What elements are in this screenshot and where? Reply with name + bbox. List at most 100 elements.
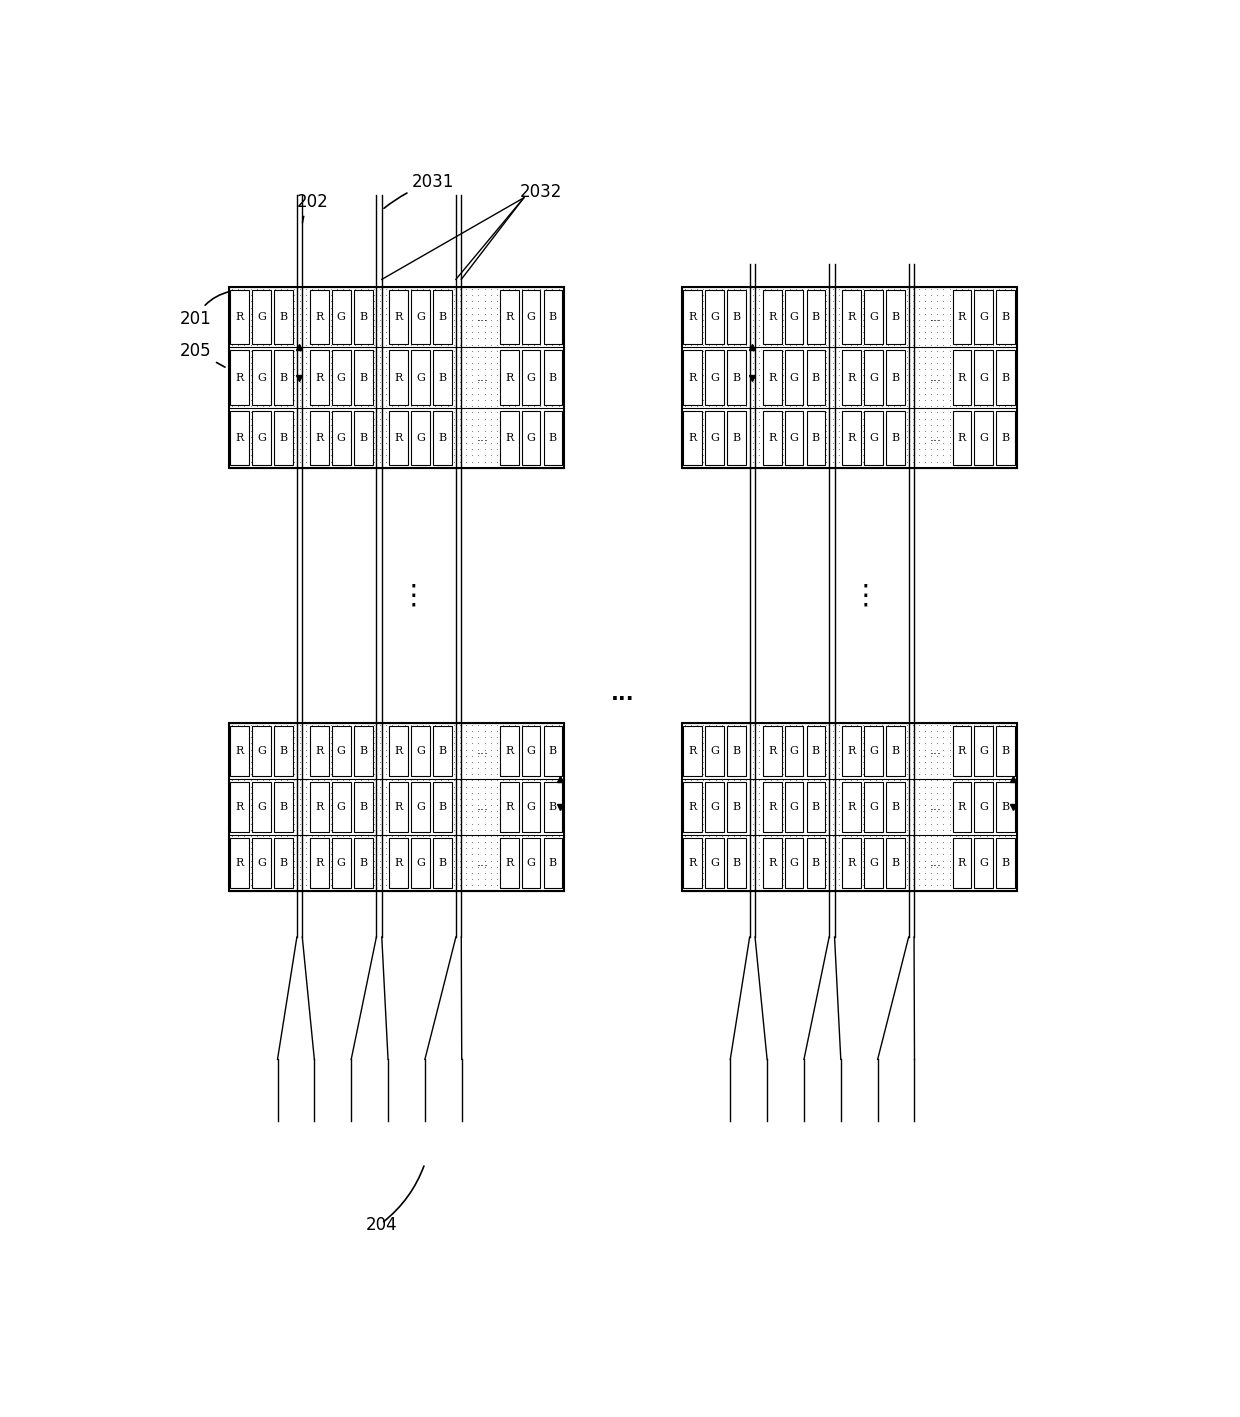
Text: G: G [980, 802, 988, 812]
Bar [952, 290, 971, 344]
Bar [727, 411, 745, 465]
Text: B: B [279, 745, 288, 755]
Text: G: G [869, 745, 878, 755]
Bar [975, 782, 993, 832]
Text: G: G [337, 745, 346, 755]
Bar [412, 411, 430, 465]
Bar [389, 837, 408, 887]
Text: G: G [417, 432, 425, 444]
Text: ...: ... [930, 856, 941, 869]
Text: B: B [549, 312, 557, 322]
Text: G: G [869, 857, 878, 867]
Bar [763, 837, 781, 887]
Bar [975, 350, 993, 405]
Text: R: R [957, 745, 966, 755]
Bar [231, 290, 249, 344]
Text: B: B [892, 373, 899, 383]
Text: G: G [790, 857, 799, 867]
Text: B: B [733, 312, 740, 322]
Text: B: B [360, 312, 367, 322]
Text: ...: ... [477, 431, 489, 445]
Bar [332, 837, 351, 887]
Text: G: G [980, 432, 988, 444]
Text: B: B [892, 857, 899, 867]
Bar [842, 350, 861, 405]
Bar [231, 411, 249, 465]
Text: R: R [505, 857, 513, 867]
Text: G: G [711, 312, 719, 322]
Text: G: G [258, 802, 267, 812]
Text: B: B [439, 432, 446, 444]
Bar [842, 782, 861, 832]
Bar [727, 350, 745, 405]
Text: R: R [505, 373, 513, 383]
Bar [310, 837, 329, 887]
Bar [433, 411, 453, 465]
Text: 2031: 2031 [384, 173, 455, 208]
Bar [543, 411, 563, 465]
Bar [706, 350, 724, 405]
Text: G: G [337, 857, 346, 867]
Text: B: B [279, 802, 288, 812]
Bar [543, 837, 563, 887]
Text: R: R [315, 745, 324, 755]
Text: G: G [980, 373, 988, 383]
Text: ...: ... [930, 744, 941, 757]
Bar [500, 726, 518, 775]
Bar [310, 350, 329, 405]
Text: R: R [315, 432, 324, 444]
Bar [785, 837, 804, 887]
Bar [500, 350, 518, 405]
Text: R: R [688, 312, 697, 322]
Text: R: R [768, 857, 776, 867]
Text: B: B [439, 857, 446, 867]
Text: ...: ... [477, 371, 489, 384]
Text: R: R [394, 802, 403, 812]
Bar [433, 726, 453, 775]
Text: ⋮: ⋮ [399, 581, 427, 609]
Text: R: R [847, 857, 856, 867]
Text: R: R [847, 373, 856, 383]
Text: G: G [527, 857, 536, 867]
Bar [763, 411, 781, 465]
Text: R: R [688, 802, 697, 812]
Bar [522, 290, 541, 344]
Bar [975, 290, 993, 344]
Text: B: B [812, 745, 820, 755]
Bar [864, 290, 883, 344]
Text: G: G [337, 432, 346, 444]
Bar [310, 782, 329, 832]
Text: B: B [812, 432, 820, 444]
Text: R: R [768, 373, 776, 383]
Text: B: B [812, 857, 820, 867]
Bar [310, 290, 329, 344]
Bar [996, 782, 1016, 832]
Text: ...: ... [930, 801, 941, 813]
Bar [543, 290, 563, 344]
Text: G: G [711, 802, 719, 812]
Text: 202: 202 [296, 193, 329, 222]
Bar [310, 726, 329, 775]
Text: R: R [236, 857, 244, 867]
Bar [231, 726, 249, 775]
Text: G: G [869, 802, 878, 812]
Bar [763, 726, 781, 775]
Bar [389, 350, 408, 405]
Bar [975, 837, 993, 887]
Bar [952, 782, 971, 832]
Text: B: B [1002, 373, 1009, 383]
Text: R: R [847, 312, 856, 322]
Text: B: B [1002, 802, 1009, 812]
Text: R: R [768, 312, 776, 322]
Bar [231, 350, 249, 405]
Bar [806, 350, 826, 405]
Bar [433, 290, 453, 344]
Bar [274, 782, 293, 832]
Text: G: G [417, 312, 425, 322]
Bar [433, 782, 453, 832]
Bar [864, 411, 883, 465]
Text: B: B [892, 312, 899, 322]
Text: B: B [279, 373, 288, 383]
Text: R: R [847, 745, 856, 755]
Text: R: R [315, 373, 324, 383]
